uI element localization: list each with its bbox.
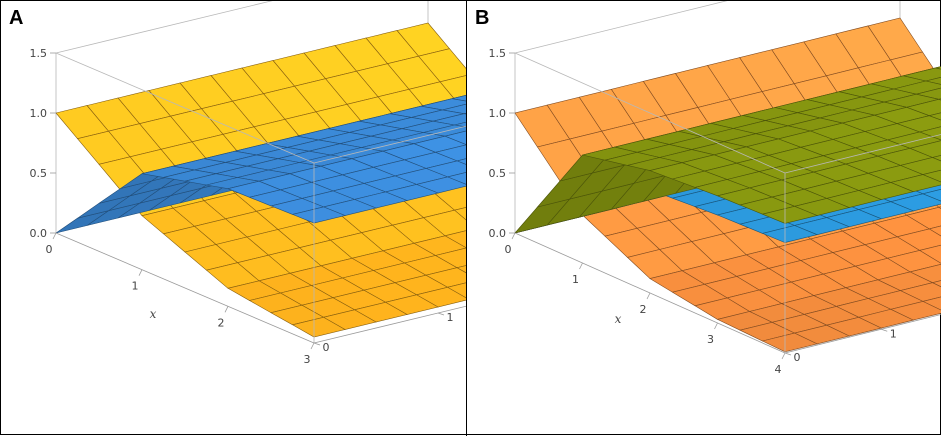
x-tick-label: 2 [640, 303, 647, 316]
x-tick-mark [580, 263, 583, 269]
x-tick-label: 1 [132, 280, 139, 293]
x-tick-label: 3 [304, 353, 311, 366]
x-tick-mark [647, 293, 650, 299]
x-axis-label: x [150, 307, 157, 321]
z-tick-label: 1.5 [30, 47, 48, 60]
x-tick-mark [225, 306, 228, 312]
chart-a-svg: 0.00.51.01.501230123xy [1, 1, 466, 436]
y-tick-label: 0 [794, 351, 801, 364]
y-tick-label: 0 [323, 341, 330, 354]
x-tick-mark [53, 233, 56, 239]
x-tick-label: 4 [775, 363, 782, 376]
z-tick-label: 0.0 [489, 227, 507, 240]
x-tick-mark [715, 323, 718, 329]
z-tick-label: 1.0 [489, 107, 507, 120]
x-tick-mark [139, 270, 142, 276]
z-tick-label: 0.5 [489, 167, 507, 180]
x-tick-label: 1 [572, 273, 579, 286]
x-tick-label: 2 [218, 316, 225, 329]
x-tick-label: 0 [46, 243, 53, 256]
y-tick-mark [314, 343, 320, 345]
z-tick-label: 1.0 [30, 107, 48, 120]
x-tick-mark [311, 343, 314, 349]
y-tick-label: 1 [447, 311, 454, 324]
y-tick-mark [881, 329, 887, 331]
x-tick-label: 0 [505, 243, 512, 256]
chart-b-svg: 0.00.51.01.50123401234xy [467, 1, 941, 436]
z-tick-label: 0.0 [30, 227, 48, 240]
y-tick-label: 1 [890, 327, 897, 340]
z-tick-label: 0.5 [30, 167, 48, 180]
panel-a: A 0.00.51.01.501230123xy [1, 1, 466, 436]
x-axis-label: x [615, 312, 622, 326]
x-tick-mark [512, 233, 515, 239]
panel-b: B 0.00.51.01.50123401234xy [467, 1, 941, 436]
y-tick-mark [438, 313, 444, 315]
x-tick-label: 3 [707, 333, 714, 346]
y-tick-mark [785, 353, 791, 355]
z-tick-label: 1.5 [489, 47, 507, 60]
x-tick-mark [782, 353, 785, 359]
